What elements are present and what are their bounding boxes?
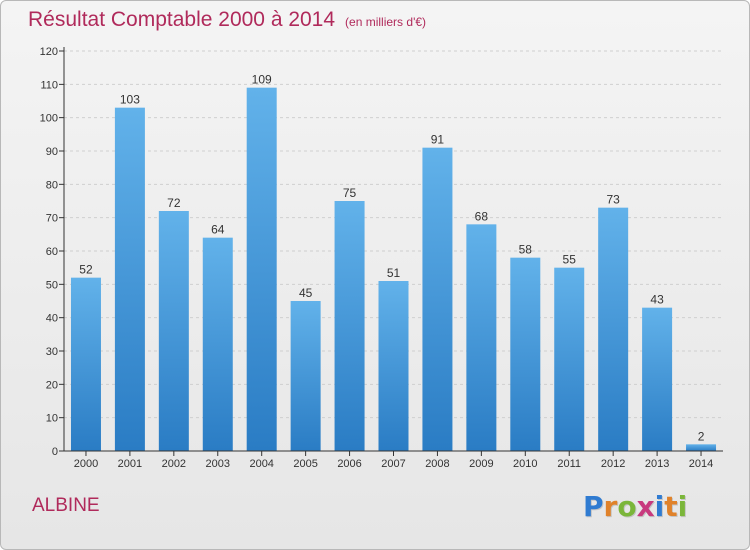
x-tick-label: 2003 bbox=[206, 458, 230, 470]
y-tick-label: 100 bbox=[40, 113, 58, 125]
bar bbox=[686, 444, 717, 451]
bar bbox=[70, 277, 101, 451]
x-tick-label: 2007 bbox=[381, 458, 405, 470]
bar bbox=[422, 147, 453, 451]
bar-value-label: 72 bbox=[167, 196, 181, 210]
bar bbox=[290, 301, 321, 451]
y-tick-label: 120 bbox=[40, 46, 58, 58]
x-tick-label: 2006 bbox=[337, 458, 361, 470]
bar-value-label: 43 bbox=[650, 293, 664, 307]
x-tick-label: 2004 bbox=[249, 458, 273, 470]
bar-value-label: 2 bbox=[698, 429, 705, 443]
bar bbox=[598, 207, 629, 451]
axes: 0 10 20 30 40 50 60 70 80 90 100 110 120 2000 2001 2002… bbox=[40, 46, 723, 470]
y-tick-label: 110 bbox=[40, 79, 58, 91]
bar bbox=[114, 107, 145, 452]
x-tick-label: 2011 bbox=[557, 458, 581, 470]
bar-value-label: 45 bbox=[299, 286, 313, 300]
x-tick-label: 2002 bbox=[162, 458, 186, 470]
y-tick-label: 10 bbox=[46, 413, 58, 425]
bar bbox=[334, 201, 365, 451]
bar-value-label: 55 bbox=[563, 253, 577, 267]
bar-value-label: 73 bbox=[606, 193, 620, 207]
chart-title: Résultat Comptable 2000 à 2014 (en millie… bbox=[28, 8, 426, 32]
title-text: Résultat Comptable 2000 à 2014 bbox=[28, 8, 336, 31]
logo-letter: P bbox=[583, 490, 604, 523]
logo-letter: x bbox=[636, 490, 655, 523]
y-tick-label: 30 bbox=[46, 346, 58, 358]
x-tick-label: 2000 bbox=[74, 458, 98, 470]
bar bbox=[554, 267, 585, 451]
bar bbox=[158, 211, 189, 451]
y-tick-label: 80 bbox=[46, 179, 58, 191]
proxiti-logo[interactable]: Proxiti bbox=[583, 490, 687, 523]
x-tick-label: 2014 bbox=[689, 458, 713, 470]
bar-value-label: 75 bbox=[343, 186, 357, 200]
commune-name: ALBINE bbox=[32, 495, 100, 516]
logo-letter: i bbox=[654, 490, 665, 523]
y-tick-label: 50 bbox=[46, 279, 58, 291]
bar-value-label: 58 bbox=[519, 243, 533, 257]
bar bbox=[378, 281, 409, 451]
bars: 52 103 72 64 109 45 75 51 91 68 58 55 73 43 2 bbox=[70, 73, 717, 452]
y-tick-label: 0 bbox=[52, 446, 58, 458]
x-tick-label: 2001 bbox=[118, 458, 142, 470]
bar-value-label: 52 bbox=[79, 263, 93, 277]
logo-letter: o bbox=[617, 490, 637, 523]
bar bbox=[202, 237, 233, 451]
x-tick-label: 2009 bbox=[469, 458, 493, 470]
x-tick-label: 2013 bbox=[645, 458, 669, 470]
logo-letter: i bbox=[677, 490, 688, 523]
bar-value-label: 64 bbox=[211, 223, 225, 237]
bar bbox=[642, 307, 673, 451]
logo-letter: r bbox=[603, 490, 618, 523]
bar-value-label: 68 bbox=[475, 209, 489, 223]
y-tick-label: 20 bbox=[46, 379, 58, 391]
y-tick-label: 70 bbox=[46, 213, 58, 225]
bar-value-label: 51 bbox=[387, 266, 401, 280]
y-tick-label: 40 bbox=[46, 313, 58, 325]
bar-value-label: 109 bbox=[252, 73, 272, 87]
y-tick-label: 60 bbox=[46, 246, 58, 258]
x-tick-label: 2005 bbox=[293, 458, 317, 470]
bar-value-label: 91 bbox=[431, 133, 445, 147]
x-tick-label: 2008 bbox=[425, 458, 449, 470]
x-tick-label: 2010 bbox=[513, 458, 537, 470]
x-tick-label: 2012 bbox=[601, 458, 625, 470]
bar bbox=[246, 87, 277, 452]
bar bbox=[510, 257, 541, 451]
logo-letter: t bbox=[664, 490, 678, 523]
bar-value-label: 103 bbox=[120, 93, 140, 107]
y-tick-label: 90 bbox=[46, 146, 58, 158]
bar bbox=[466, 224, 497, 451]
title-unit: (en milliers d'€) bbox=[345, 15, 427, 29]
